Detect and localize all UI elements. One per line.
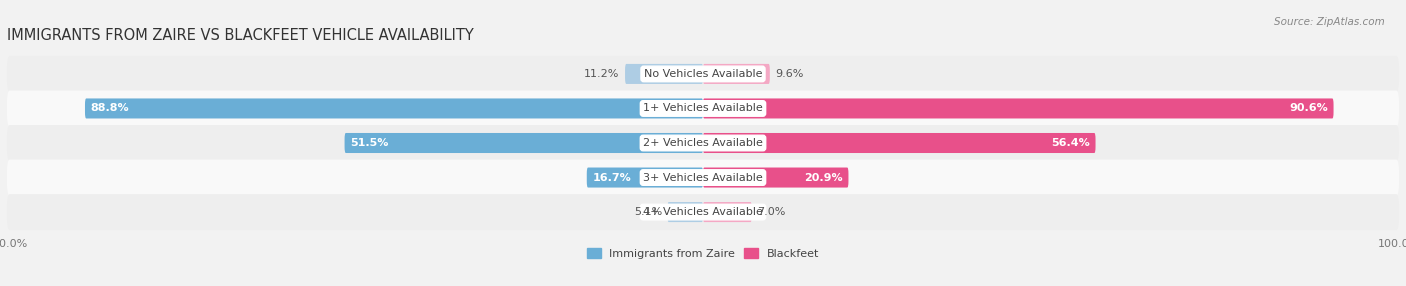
FancyBboxPatch shape — [344, 133, 703, 153]
Text: 11.2%: 11.2% — [583, 69, 620, 79]
Text: 51.5%: 51.5% — [350, 138, 388, 148]
Text: 90.6%: 90.6% — [1289, 104, 1329, 114]
Text: 1+ Vehicles Available: 1+ Vehicles Available — [643, 104, 763, 114]
FancyBboxPatch shape — [7, 90, 1399, 126]
Text: No Vehicles Available: No Vehicles Available — [644, 69, 762, 79]
Text: 16.7%: 16.7% — [592, 172, 631, 182]
Text: Source: ZipAtlas.com: Source: ZipAtlas.com — [1274, 17, 1385, 27]
FancyBboxPatch shape — [586, 168, 703, 188]
FancyBboxPatch shape — [7, 56, 1399, 92]
FancyBboxPatch shape — [703, 133, 1095, 153]
Text: 88.8%: 88.8% — [90, 104, 129, 114]
FancyBboxPatch shape — [7, 160, 1399, 196]
Text: 2+ Vehicles Available: 2+ Vehicles Available — [643, 138, 763, 148]
FancyBboxPatch shape — [703, 98, 1333, 118]
FancyBboxPatch shape — [668, 202, 703, 222]
FancyBboxPatch shape — [626, 64, 703, 84]
FancyBboxPatch shape — [703, 202, 752, 222]
FancyBboxPatch shape — [703, 64, 770, 84]
FancyBboxPatch shape — [703, 168, 848, 188]
FancyBboxPatch shape — [7, 194, 1399, 230]
Text: 20.9%: 20.9% — [804, 172, 842, 182]
Text: 5.1%: 5.1% — [634, 207, 662, 217]
Legend: Immigrants from Zaire, Blackfeet: Immigrants from Zaire, Blackfeet — [583, 245, 823, 262]
Text: 7.0%: 7.0% — [758, 207, 786, 217]
Text: 56.4%: 56.4% — [1052, 138, 1090, 148]
FancyBboxPatch shape — [7, 125, 1399, 161]
Text: 4+ Vehicles Available: 4+ Vehicles Available — [643, 207, 763, 217]
Text: IMMIGRANTS FROM ZAIRE VS BLACKFEET VEHICLE AVAILABILITY: IMMIGRANTS FROM ZAIRE VS BLACKFEET VEHIC… — [7, 28, 474, 43]
Text: 9.6%: 9.6% — [775, 69, 804, 79]
FancyBboxPatch shape — [84, 98, 703, 118]
Text: 3+ Vehicles Available: 3+ Vehicles Available — [643, 172, 763, 182]
